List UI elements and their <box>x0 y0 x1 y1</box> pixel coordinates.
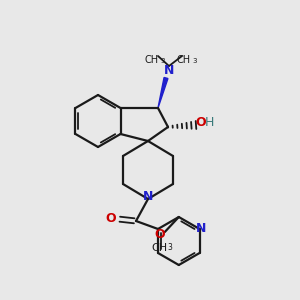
Text: N: N <box>143 190 153 203</box>
Text: CH: CH <box>177 55 191 65</box>
Text: O: O <box>106 212 116 226</box>
Text: 3: 3 <box>160 58 164 64</box>
Text: 3: 3 <box>192 58 196 64</box>
Text: H: H <box>204 116 214 130</box>
Text: N: N <box>164 64 174 77</box>
Text: N: N <box>195 223 206 236</box>
Text: O: O <box>196 116 206 130</box>
Text: CH: CH <box>152 243 168 253</box>
Text: CH: CH <box>145 55 159 65</box>
Text: 3: 3 <box>168 243 173 252</box>
Polygon shape <box>158 77 168 108</box>
Text: O: O <box>154 229 165 242</box>
